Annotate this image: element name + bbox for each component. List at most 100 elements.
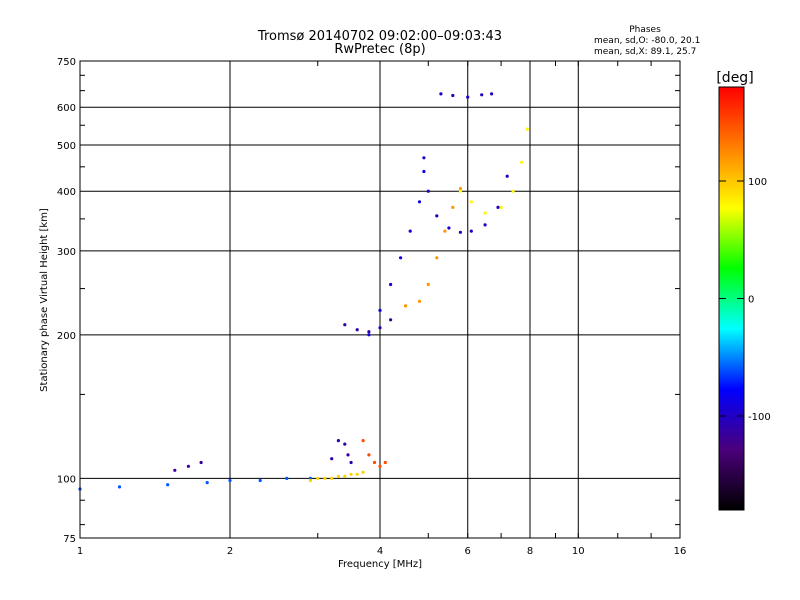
phase-box-line-x: mean, sd,X: 89.1, 25.7: [594, 47, 696, 57]
data-point: [417, 200, 422, 204]
data-point: [426, 282, 430, 287]
data-point: [466, 95, 470, 99]
data-point: [349, 460, 353, 465]
data-point: [483, 211, 487, 215]
data-point: [447, 226, 451, 230]
data-point: [355, 472, 359, 476]
y-tick-label: 400: [57, 187, 76, 198]
data-point: [422, 156, 426, 160]
data-point: [343, 323, 347, 327]
x-tick-label: 1: [77, 546, 83, 557]
data-point: [316, 476, 320, 480]
colorbar-tick-label: 0: [748, 295, 754, 306]
x-axis-label: Frequency [MHz]: [338, 559, 422, 570]
data-point: [346, 453, 350, 457]
data-point: [205, 481, 209, 485]
phase-box-heading: Phases: [629, 25, 661, 35]
data-point: [426, 189, 430, 193]
data-point: [166, 483, 170, 487]
y-tick-label: 200: [57, 331, 76, 342]
y-tick-label: 75: [63, 534, 76, 545]
x-tick-label: 4: [377, 546, 383, 557]
data-point: [258, 478, 262, 483]
data-point: [389, 318, 393, 322]
chart-title: Tromsø 20140702 09:02:00–09:03:43: [257, 29, 502, 44]
data-point: [361, 470, 365, 474]
data-point: [435, 214, 439, 218]
data-point: [525, 127, 529, 131]
data-point: [480, 93, 484, 97]
data-point: [330, 476, 334, 480]
y-tick-label: 100: [57, 474, 76, 485]
data-point: [117, 485, 122, 489]
data-point: [458, 189, 462, 193]
data-point: [458, 230, 462, 234]
data-point: [499, 205, 503, 209]
data-point: [490, 92, 494, 96]
data-point: [435, 256, 439, 260]
data-point: [361, 439, 365, 443]
y-tick-label: 750: [57, 57, 76, 68]
data-point: [417, 299, 422, 303]
data-point: [372, 460, 377, 465]
data-point: [505, 174, 509, 178]
data-point: [173, 468, 177, 472]
data-point: [349, 472, 353, 476]
data-point: [520, 160, 524, 164]
y-axis-label: Stationary phase Virtual Height [km]: [39, 208, 50, 392]
colorbar-label: [deg]: [716, 70, 753, 86]
data-point: [469, 229, 473, 233]
data-point: [367, 453, 371, 457]
data-point: [367, 333, 371, 337]
data-point: [199, 460, 203, 465]
data-point: [458, 187, 462, 191]
data-point: [469, 200, 473, 204]
y-tick-label: 500: [57, 141, 76, 152]
data-point: [186, 464, 190, 468]
y-axis: 75 100 200 300 400 500 600 750: [57, 57, 680, 545]
x-tick-label: 2: [227, 546, 233, 557]
data-point: [228, 478, 232, 483]
data-point: [285, 476, 289, 480]
data-point: [355, 328, 359, 332]
data-points: [78, 92, 529, 491]
data-point: [403, 304, 408, 308]
colorbar-tick-label: 100: [748, 177, 767, 188]
data-point: [389, 282, 393, 287]
data-point: [378, 308, 382, 312]
data-point: [439, 92, 443, 96]
data-point: [422, 169, 426, 174]
data-point: [308, 478, 312, 483]
data-point: [336, 439, 340, 443]
y-tick-label: 300: [57, 247, 76, 258]
phase-box-line-o: mean, sd,O: -80.0, 20.1: [594, 36, 700, 46]
data-point: [323, 476, 327, 480]
data-point: [367, 330, 371, 334]
data-point: [483, 223, 487, 227]
data-point: [399, 256, 403, 260]
data-point: [343, 474, 347, 478]
data-point: [408, 229, 412, 233]
x-tick-label: 8: [527, 546, 533, 557]
data-point: [336, 474, 340, 478]
data-point: [451, 205, 455, 209]
data-point: [511, 189, 515, 193]
data-point: [343, 442, 347, 446]
data-point: [451, 93, 455, 98]
colorbar-ticks: 100 0 -100: [719, 177, 771, 423]
x-axis: 1 2 4 6 8 10 16: [77, 61, 687, 557]
data-point: [330, 457, 334, 461]
x-tick-label: 10: [572, 546, 585, 557]
y-tick-label: 600: [57, 103, 76, 114]
colorbar-tick-label: -100: [748, 412, 771, 423]
data-point: [383, 460, 387, 465]
data-point: [378, 326, 382, 330]
data-point: [443, 229, 447, 233]
chart-subtitle: RwPretec (8p): [334, 42, 425, 57]
data-point: [378, 464, 382, 468]
x-tick-label: 16: [674, 546, 687, 557]
data-point: [496, 205, 500, 209]
x-tick-label: 6: [465, 546, 471, 557]
grid-lines: [80, 61, 680, 538]
